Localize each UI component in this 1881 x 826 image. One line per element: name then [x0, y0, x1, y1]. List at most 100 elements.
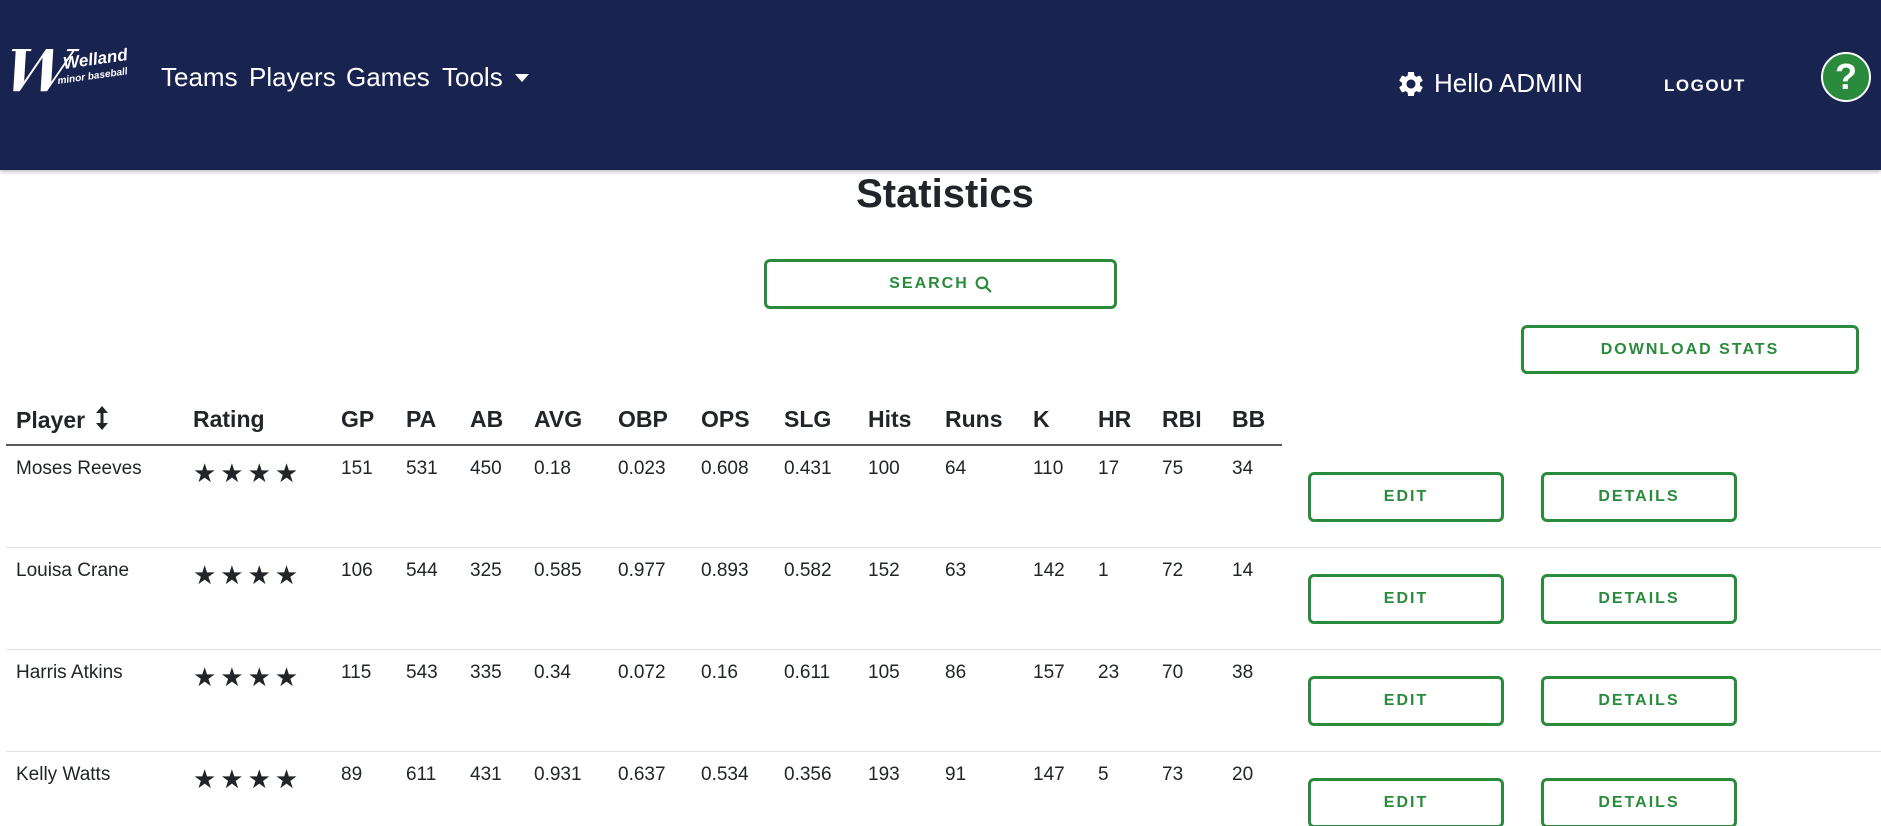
- cell-pa: 544: [406, 560, 438, 581]
- edit-button[interactable]: EDIT: [1308, 472, 1504, 522]
- gear-icon: [1399, 71, 1423, 96]
- details-button[interactable]: DETAILS: [1541, 574, 1737, 624]
- cell-pa: 543: [406, 662, 438, 683]
- cell-k: 147: [1033, 764, 1065, 785]
- cell-hr: 17: [1098, 458, 1120, 479]
- search-button[interactable]: SEARCH: [764, 259, 1117, 309]
- star-icon: ★★★★: [193, 662, 303, 692]
- cell-slg: 0.611: [784, 662, 831, 683]
- cell-avg: 0.34: [534, 662, 571, 683]
- stats-table: Player Rating GP PA AB AVG OBP OPS SLG H…: [6, 400, 1881, 826]
- star-icon: ★★★★: [193, 458, 303, 488]
- cell-hr: 5: [1098, 764, 1109, 785]
- welland-logo[interactable]: W Welland minor baseball: [0, 36, 129, 108]
- cell-obp: 0.637: [618, 764, 666, 785]
- cell-obp: 0.072: [618, 662, 666, 683]
- details-button[interactable]: DETAILS: [1541, 676, 1737, 726]
- cell-ab: 431: [470, 764, 502, 785]
- cell-obp: 0.977: [618, 560, 666, 581]
- cell-rbi: 73: [1162, 764, 1184, 785]
- star-icon: ★★★★: [193, 764, 303, 794]
- cell-gp: 115: [341, 662, 372, 683]
- cell-bb: 14: [1232, 560, 1254, 581]
- edit-button[interactable]: EDIT: [1308, 778, 1504, 826]
- cell-obp: 0.023: [618, 458, 666, 479]
- header-gp: GP: [341, 406, 375, 432]
- header-slg: SLG: [784, 406, 832, 432]
- logout-link[interactable]: LOGOUT: [1664, 76, 1746, 95]
- header-ab: AB: [470, 406, 504, 432]
- header-player[interactable]: Player: [16, 406, 109, 434]
- player-name: Louisa Crane: [16, 560, 130, 581]
- cell-gp: 89: [341, 764, 363, 785]
- header-runs: Runs: [945, 406, 1003, 432]
- cell-ops: 0.16: [701, 662, 738, 683]
- nav-games[interactable]: Games: [346, 62, 430, 92]
- cell-hr: 23: [1098, 662, 1120, 683]
- header-rating: Rating: [193, 406, 265, 432]
- cell-ops: 0.534: [701, 764, 749, 785]
- cell-hits: 152: [868, 560, 900, 581]
- table-row: Louisa Crane ★★★★ 106 544 325 0.585 0.97…: [6, 548, 1881, 650]
- cell-gp: 151: [341, 458, 373, 479]
- cell-bb: 34: [1232, 458, 1254, 479]
- header-bb: BB: [1232, 406, 1266, 432]
- cell-rbi: 72: [1162, 560, 1184, 581]
- edit-button[interactable]: EDIT: [1308, 676, 1504, 726]
- svg-text:W: W: [10, 38, 83, 100]
- cell-rbi: 70: [1162, 662, 1184, 683]
- cell-hits: 193: [868, 764, 900, 785]
- cell-runs: 64: [945, 458, 967, 479]
- header-hits: Hits: [868, 406, 912, 432]
- cell-gp: 106: [341, 560, 373, 581]
- cell-runs: 86: [945, 662, 967, 683]
- cell-avg: 0.931: [534, 764, 582, 785]
- table-row: Kelly Watts ★★★★ 89 611 431 0.931 0.637 …: [6, 752, 1881, 826]
- sort-icon[interactable]: [95, 406, 109, 430]
- player-name: Kelly Watts: [16, 764, 111, 785]
- download-stats-button[interactable]: DOWNLOAD STATS: [1521, 325, 1859, 374]
- cell-bb: 38: [1232, 662, 1254, 683]
- search-icon: [975, 276, 992, 293]
- chevron-down-icon: [514, 74, 529, 82]
- cell-rbi: 75: [1162, 458, 1184, 479]
- cell-bb: 20: [1232, 764, 1254, 785]
- cell-pa: 531: [406, 458, 438, 479]
- search-button-label: SEARCH: [889, 275, 969, 292]
- cell-ops: 0.893: [701, 560, 749, 581]
- cell-avg: 0.18: [534, 458, 571, 479]
- player-name: Moses Reeves: [16, 458, 142, 479]
- header-obp: OBP: [618, 406, 668, 432]
- nav-tools-label: Tools: [442, 62, 503, 92]
- header-ops: OPS: [701, 406, 750, 432]
- cell-avg: 0.585: [534, 560, 582, 581]
- details-button[interactable]: DETAILS: [1541, 472, 1737, 522]
- nav-tools-dropdown[interactable]: Tools: [442, 60, 529, 94]
- cell-runs: 91: [945, 764, 967, 785]
- header-pa: PA: [406, 406, 437, 432]
- details-button[interactable]: DETAILS: [1541, 778, 1737, 826]
- header-player-label: Player: [16, 407, 86, 433]
- cell-slg: 0.582: [784, 560, 832, 581]
- cell-hits: 100: [868, 458, 900, 479]
- page-title: Statistics: [856, 172, 1034, 216]
- nav-teams[interactable]: Teams: [161, 62, 238, 92]
- table-row: Harris Atkins ★★★★ 115 543 335 0.34 0.07…: [6, 650, 1881, 752]
- header-hr: HR: [1098, 406, 1132, 432]
- question-icon[interactable]: ?: [1821, 52, 1871, 102]
- cell-k: 157: [1033, 662, 1065, 683]
- cell-ab: 325: [470, 560, 502, 581]
- user-menu[interactable]: Hello ADMIN: [1396, 68, 1583, 99]
- table-row: Moses Reeves ★★★★ 151 531 450 0.18 0.023…: [6, 446, 1881, 548]
- greeting-text: Hello ADMIN: [1434, 68, 1583, 98]
- header-avg: AVG: [534, 406, 583, 432]
- cell-ab: 335: [470, 662, 502, 683]
- cell-k: 110: [1033, 458, 1064, 479]
- header-k: K: [1033, 406, 1050, 432]
- nav-players[interactable]: Players: [249, 62, 336, 92]
- cell-pa: 611: [406, 764, 437, 785]
- cell-ops: 0.608: [701, 458, 749, 479]
- edit-button[interactable]: EDIT: [1308, 574, 1504, 624]
- header-rbi: RBI: [1162, 406, 1202, 432]
- cell-slg: 0.356: [784, 764, 832, 785]
